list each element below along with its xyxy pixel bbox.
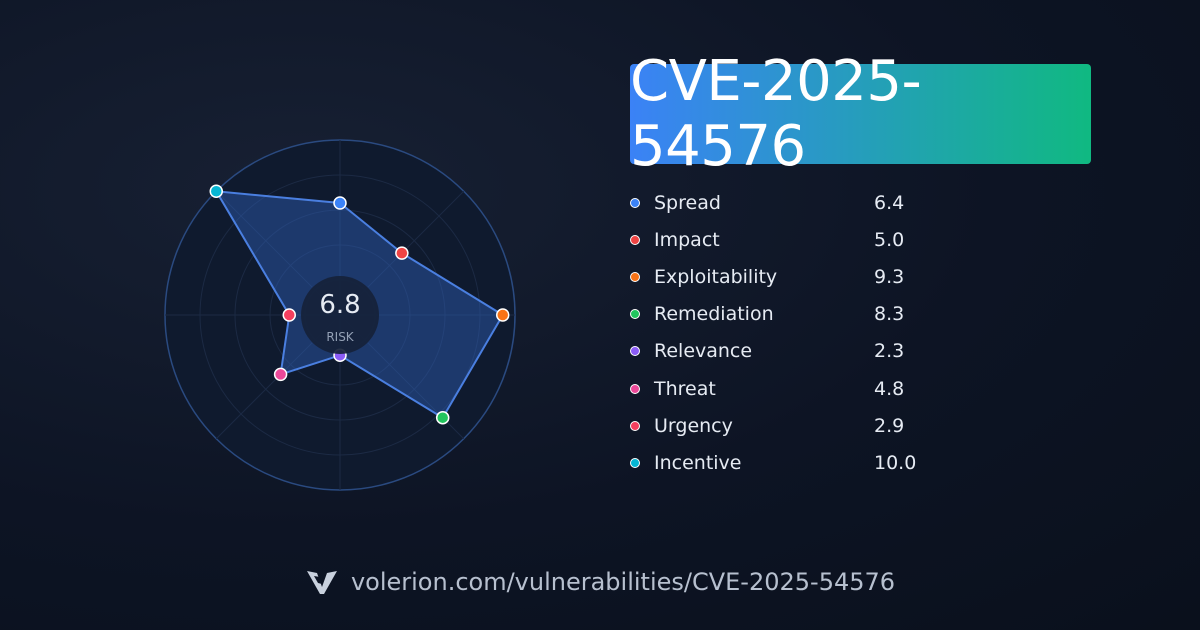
legend-item-spread: Spread 6.4 [630,184,950,221]
legend: Spread 6.4 Impact 5.0 Exploitability 9.3 Remed… [630,184,950,482]
legend-item-remediation: Remediation 8.3 [630,296,950,333]
radar-point-impact [395,246,409,260]
legend-dot [630,309,640,320]
legend-value: 2.3 [874,340,905,363]
footer-url: volerion.com/vulnerabilities/CVE-2025-54… [350,568,896,596]
legend-dot [630,383,640,394]
radar-point-urgency [282,308,296,322]
legend-item-threat: Threat 4.8 [630,370,950,407]
legend-label: Urgency [654,414,733,437]
legend-value: 4.8 [874,377,905,400]
legend-value: 6.4 [874,191,905,214]
legend-dot [630,457,640,468]
radar-point-spread [333,196,347,210]
title-banner: CVE-2025-54576 [630,49,1091,179]
legend-label: Incentive [654,451,742,474]
legend-item-impact: Impact 5.0 [630,221,950,258]
radar-chart: 6.8 RISK [164,139,516,491]
legend-dot [630,234,640,245]
legend-value: 9.3 [874,265,905,288]
legend-dot [630,346,640,357]
radar-point-remediation [435,410,450,425]
legend-label: Spread [654,191,721,214]
legend-value: 8.3 [874,303,905,326]
legend-value: 5.0 [874,228,905,251]
legend-label: Exploitability [654,265,778,288]
legend-dot [630,420,640,431]
footer: volerion.com/vulnerabilities/CVE-2025-54… [0,562,1200,602]
radar-point-exploitability [496,308,510,322]
legend-value: 10.0 [874,451,917,474]
legend-dot [630,197,640,208]
volerion-logo-icon [306,571,337,594]
legend-dot [630,271,640,282]
center-score-value: 6.8 [319,290,360,320]
legend-value: 2.9 [874,414,905,437]
legend-label: Impact [654,228,720,251]
radar-points [209,184,510,425]
page-title: CVE-2025-54576 [630,49,922,179]
center-score-disc [301,276,379,354]
legend-item-relevance: Relevance 2.3 [630,333,950,370]
legend-label: Remediation [654,303,774,326]
radar-point-incentive [209,184,224,199]
legend-item-incentive: Incentive 10.0 [630,444,950,481]
center-score-label: RISK [326,330,354,344]
legend-label: Threat [654,377,716,400]
legend-item-urgency: Urgency 2.9 [630,407,950,444]
radar-point-threat [273,367,288,382]
legend-item-exploitability: Exploitability 9.3 [630,258,950,295]
legend-label: Relevance [654,340,753,363]
